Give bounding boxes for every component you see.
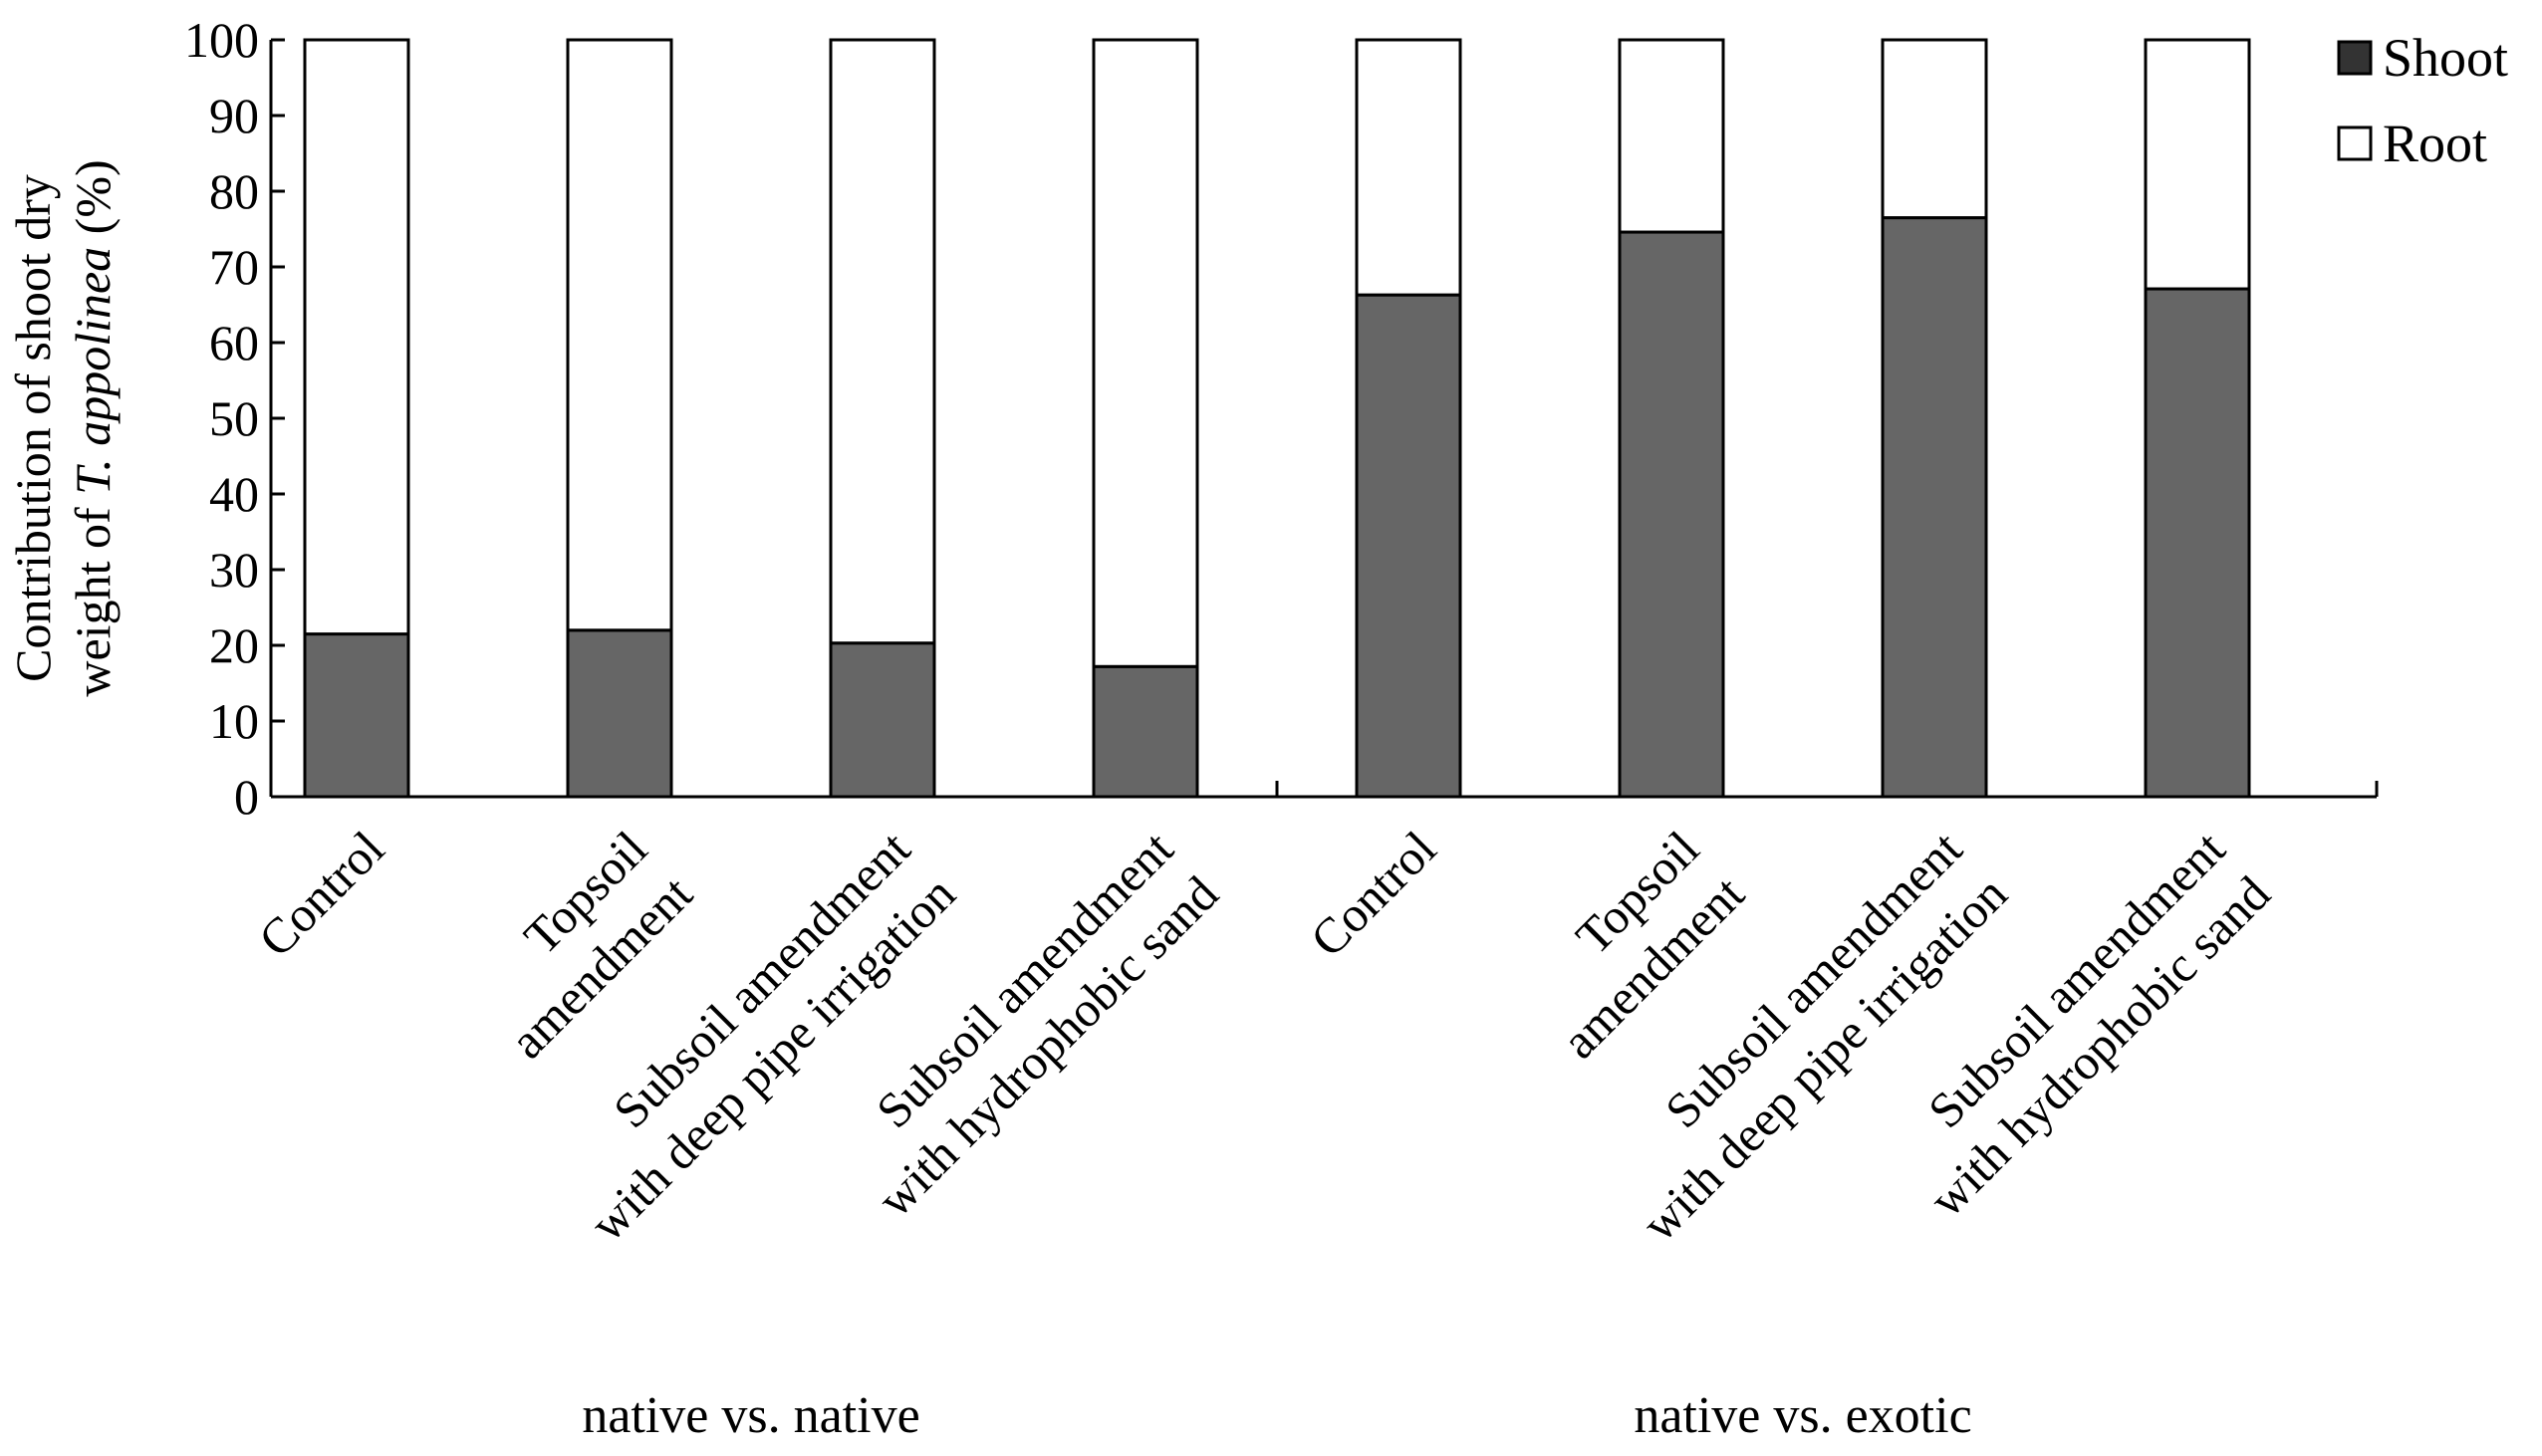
y-axis-label-line: weight of T. appolinea (%) [65,159,121,696]
bar-shoot [566,628,673,799]
bar-root [2144,38,2251,291]
bar-root [1881,38,1988,220]
bar-shoot [1355,293,1462,799]
bar-root [1092,38,1199,668]
legend-label-shoot: Shoot [2383,28,2508,88]
x-tick-label: Topsoilamendment [1506,821,1755,1070]
y-tick-label: 0 [234,769,259,825]
x-tick-label-line: Control [1300,821,1447,968]
bar-shoot [1618,230,1725,799]
bar-shoot [829,641,936,799]
y-tick-label: 70 [209,239,259,295]
y-axis-label-line: Contribution of shoot dry [5,174,61,682]
y-tick-label: 90 [209,88,259,143]
y-axis: 0 10 20 30 40 50 60 70 80 90 100 [184,12,285,825]
x-tick-label: Control [1300,821,1447,968]
y-axis-label-part: T. appolinea [65,247,121,495]
x-tick-label-line: Control [248,821,395,968]
y-tick-label: 80 [209,163,259,219]
y-axis-label-part: (%) [65,159,121,246]
legend-swatch-shoot [2337,40,2373,76]
bar-root [1355,38,1462,297]
bar-shoot [303,632,410,799]
bar-root [303,38,410,636]
y-tick-label: 30 [209,542,259,598]
y-tick-label: 10 [209,693,259,749]
bar-root [829,38,936,645]
y-tick-label: 60 [209,315,259,370]
y-axis-label-part: weight of [65,495,121,697]
bar-root [566,38,673,632]
legend-swatch-root [2337,125,2373,161]
group-label: native vs. exotic [1634,1387,1971,1444]
x-tick-label: Topsoilamendment [454,821,703,1070]
group-label: native vs. native [582,1387,919,1444]
y-axis-label: Contribution of shoot dry weight of T. ap… [5,159,121,696]
bar-shoot [1881,216,1988,799]
bars [303,38,2251,799]
legend-label-root: Root [2383,114,2487,173]
y-axis-label-part: Contribution of shoot dry [5,174,61,682]
bar-root [1618,38,1725,234]
legend: Shoot Root [2337,28,2508,173]
group-labels: native vs. native native vs. exotic [582,1387,1971,1444]
x-tick-label: Control [248,821,395,968]
y-tick-label: 40 [209,466,259,522]
y-tick-label: 50 [209,390,259,446]
y-tick-label: 100 [184,12,259,68]
bar-shoot [1092,664,1199,799]
y-tick-label: 20 [209,617,259,673]
bar-shoot [2144,287,2251,799]
